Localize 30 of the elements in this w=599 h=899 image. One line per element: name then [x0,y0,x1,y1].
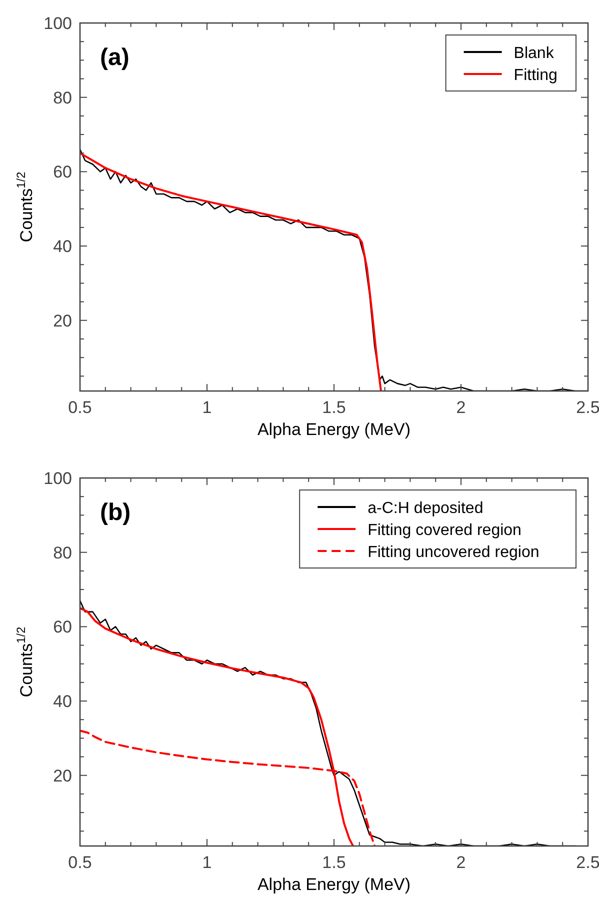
annotation: (a) [100,44,130,71]
x-tick-label: 1.5 [322,853,346,872]
x-axis-title: Alpha Energy (MeV) [257,420,411,439]
y-tick-label: 40 [53,237,72,256]
x-tick-label: 2 [456,853,466,872]
x-tick-label: 1 [202,398,212,417]
x-tick-label: 2 [456,398,466,417]
line-series [80,152,382,391]
y-tick-label: 60 [53,618,72,637]
x-tick-label: 0.5 [68,853,92,872]
y-tick-label: 100 [44,14,72,33]
x-tick-label: 1.5 [322,398,346,417]
y-tick-label: 20 [53,766,72,786]
x-tick-label: 0.5 [68,398,92,417]
x-tick-label: 2.5 [576,853,599,872]
annotation: (b) [100,499,131,526]
y-tick-label: 40 [53,692,72,712]
y-tick-label: 80 [53,88,72,108]
y-tick-label: 100 [44,469,72,488]
y-tick-label: 80 [53,543,72,562]
legend-label: Fitting uncovered region [368,544,540,561]
x-axis-title: Alpha Energy (MeV) [257,875,411,894]
legend-label: Blank [514,45,555,62]
legend-label: Fitting covered region [368,522,522,539]
x-tick-label: 1 [202,853,212,872]
legend-label: a-C:H deposited [368,500,484,517]
legend-label: Fitting [514,67,558,84]
y-tick-label: 60 [53,162,72,182]
x-tick-label: 2.5 [576,398,599,417]
y-tick-label: 20 [53,311,72,330]
